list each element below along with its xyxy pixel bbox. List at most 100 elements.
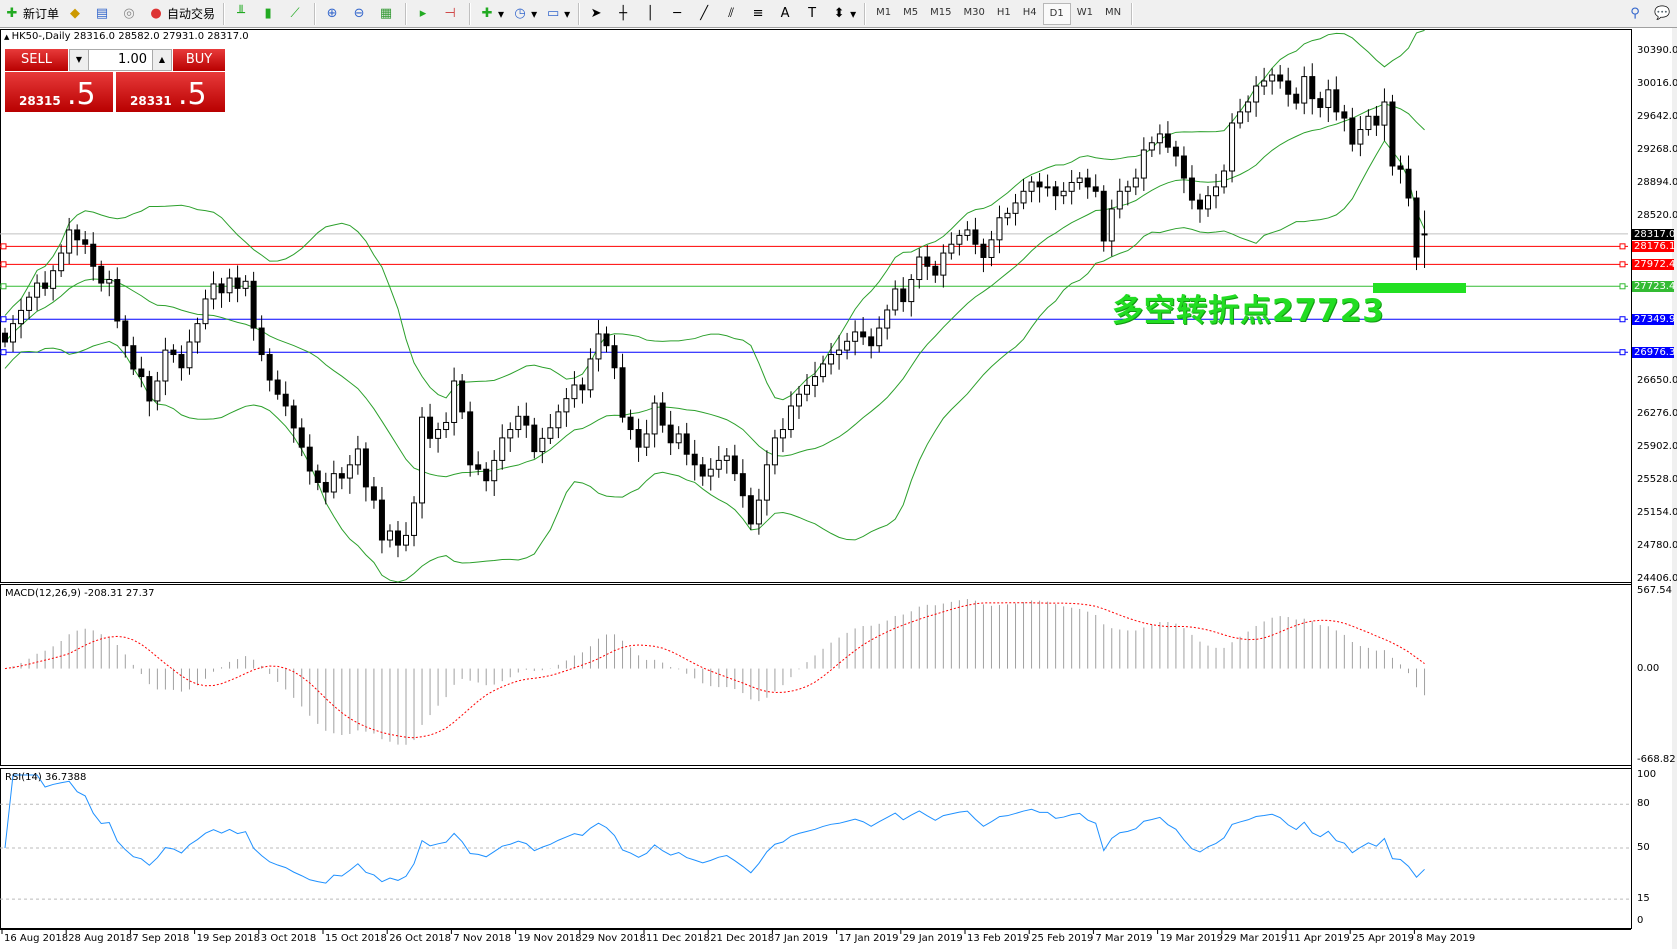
text-button[interactable]: A: [773, 2, 800, 26]
price-tick-label: 25902.0: [1637, 441, 1677, 452]
periods-button[interactable]: ◷ ▾: [508, 2, 541, 26]
candle-bear: [659, 402, 666, 426]
candle-bull: [844, 340, 851, 351]
buy-button[interactable]: BUY: [173, 49, 225, 71]
data-window-icon: ▤: [95, 5, 109, 21]
templates-button[interactable]: ▭ ▾: [546, 5, 571, 21]
data-window-button[interactable]: ▤: [90, 2, 117, 26]
new-order-button[interactable]: ✚ 新订单: [0, 2, 63, 26]
text-label-icon: T: [808, 5, 817, 21]
macd-max-label: 567.54: [1637, 585, 1672, 596]
signals-icon: ◎: [123, 5, 135, 21]
timeframe-m5[interactable]: M5: [903, 6, 919, 18]
candle-bull: [940, 252, 947, 276]
candle-bear: [739, 473, 746, 497]
candle-bull: [210, 283, 217, 300]
chart-canvas[interactable]: [0, 28, 1677, 949]
auto-scroll-button[interactable]: ▸: [411, 2, 438, 26]
timeframe-d1[interactable]: D1: [1042, 2, 1071, 25]
zoom-in-button[interactable]: ⊕: [320, 2, 347, 26]
search-button[interactable]: ⚲: [1623, 2, 1650, 26]
fibonacci-button[interactable]: ≡: [746, 2, 773, 26]
equidistant-channel-button[interactable]: ⫽: [719, 2, 746, 26]
timeframe-h4[interactable]: H4: [1022, 6, 1037, 18]
date-label: 19 Nov 2018: [517, 933, 582, 944]
indicators-button[interactable]: ✚ ▾: [475, 2, 508, 26]
date-label: 13 Feb 2019: [967, 933, 1030, 944]
candle-bear: [691, 453, 698, 466]
timeframe-h1[interactable]: H1: [996, 6, 1011, 18]
candle-bear: [980, 243, 987, 258]
periods-icon: ◷: [514, 5, 526, 21]
date-label: 11 Apr 2019: [1288, 933, 1350, 944]
level-handle: [0, 261, 7, 268]
crosshair-button[interactable]: ┼: [611, 2, 638, 26]
tile-windows-button[interactable]: ▦: [374, 2, 401, 26]
toolbar: ✚ 新订单 ◆ ▤ ◎ ● 自动交易 ╨ ▮ ⟋ ⊕ ⊖ ▦ ▸ ⊣ ✚ ▾ ◷ ▾ ▭…: [0, 0, 1677, 28]
candle-bull: [491, 459, 498, 482]
candle-bear: [603, 333, 610, 347]
lot-increase-icon[interactable]: ▲: [152, 50, 171, 70]
cursor-button[interactable]: ➤: [584, 2, 611, 26]
candle-bear: [394, 530, 401, 546]
chat-button[interactable]: 💬: [1650, 2, 1677, 26]
candle-bull: [571, 384, 578, 400]
date-label: 19 Sep 2018: [196, 933, 260, 944]
candlestick-button[interactable]: ▮: [256, 2, 283, 26]
candle-bear: [146, 376, 153, 402]
lot-size-input[interactable]: ▼ 1.00 ▲: [69, 49, 172, 71]
candle-bear: [266, 354, 273, 381]
candle-bear: [1309, 76, 1316, 100]
candle-bull: [555, 411, 562, 429]
buy-price-button[interactable]: 28331 .5: [116, 72, 225, 112]
candle-bull: [1012, 202, 1019, 214]
timeframe-m15[interactable]: M15: [930, 6, 952, 18]
candle-bull: [403, 534, 409, 546]
candle-bear: [298, 427, 305, 448]
timeframe-m1[interactable]: M1: [876, 6, 892, 18]
horizontal-line-button[interactable]: ─: [665, 2, 692, 26]
candle-bull: [892, 288, 899, 311]
candle-bear: [1413, 197, 1420, 258]
candle-bull: [1124, 186, 1131, 192]
line-chart-button[interactable]: ⟋: [283, 2, 310, 26]
arrows-button[interactable]: ⬍ ▾: [827, 2, 860, 26]
market-watch-button[interactable]: ◆: [63, 2, 90, 26]
candle-bull: [1060, 190, 1067, 197]
sell-price-button[interactable]: 28315 .5: [5, 72, 113, 112]
collapse-icon[interactable]: ▲: [4, 33, 12, 41]
candle-bull: [707, 468, 714, 477]
candle-bull: [1325, 89, 1332, 108]
trendline-button[interactable]: ╱: [692, 2, 719, 26]
text-label-button[interactable]: T: [800, 2, 827, 26]
candle-bull: [1253, 85, 1260, 103]
rsi-label: RSI(14) 36.7388: [5, 772, 87, 783]
price-tick-label: 26276.0: [1637, 408, 1677, 419]
candle-bear: [338, 473, 345, 479]
level-handle: [0, 349, 7, 356]
indicators-icon: ✚: [481, 5, 493, 21]
market-watch-icon: ◆: [70, 5, 81, 21]
timeframe-w1[interactable]: W1: [1076, 6, 1093, 18]
candle-bull: [715, 459, 722, 470]
auto-trading-button[interactable]: ● 自动交易: [144, 2, 219, 26]
date-label: 25 Apr 2019: [1352, 933, 1415, 944]
vertical-line-button[interactable]: │: [638, 2, 665, 26]
timeframe-mn[interactable]: MN: [1104, 6, 1122, 18]
signals-button[interactable]: ◎: [117, 2, 144, 26]
candle-bear: [860, 331, 867, 338]
sell-button[interactable]: SELL: [5, 49, 68, 71]
candle-bear: [1397, 165, 1404, 170]
candle-bear: [234, 277, 241, 289]
candle-bull: [539, 437, 546, 453]
candle-bull: [1245, 101, 1252, 113]
chart-shift-button[interactable]: ⊣: [438, 2, 465, 26]
lot-decrease-icon[interactable]: ▼: [70, 50, 89, 70]
level-price-tag: 26976.3: [1632, 347, 1676, 359]
bar-chart-button[interactable]: ╨: [229, 2, 256, 26]
timeframe-m30[interactable]: M30: [963, 6, 985, 18]
candle-bull: [595, 333, 602, 360]
zoom-out-button[interactable]: ⊖: [347, 2, 374, 26]
candle-bull: [916, 256, 923, 281]
candle-bull: [34, 282, 41, 298]
